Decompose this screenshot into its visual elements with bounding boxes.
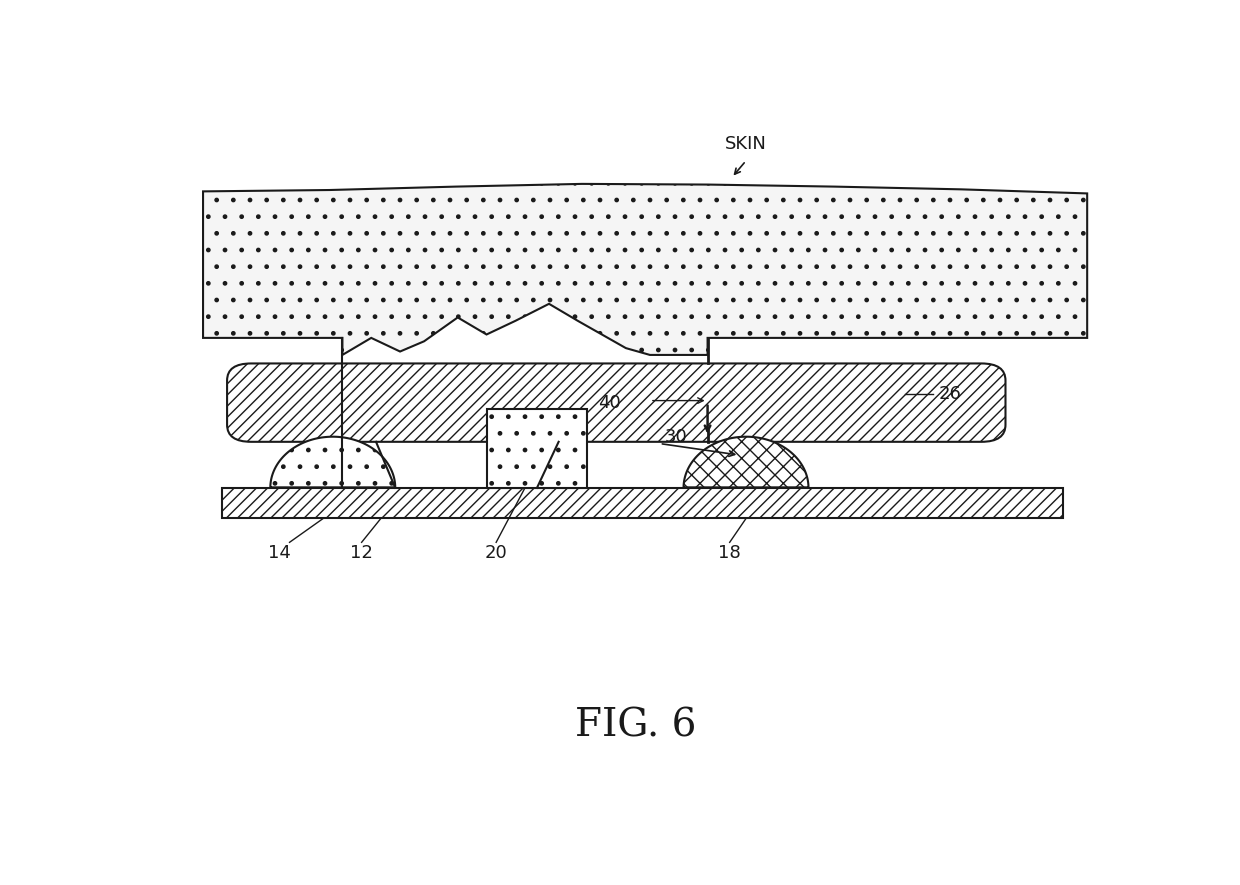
Text: 26: 26 (939, 385, 961, 403)
Text: FIG. 6: FIG. 6 (575, 708, 696, 745)
FancyBboxPatch shape (227, 364, 1006, 442)
Text: 40: 40 (599, 394, 621, 412)
Polygon shape (270, 436, 396, 488)
Polygon shape (683, 436, 808, 488)
Bar (222, 488, 1063, 519)
Text: 20: 20 (485, 543, 507, 562)
Text: 12: 12 (350, 543, 373, 562)
Polygon shape (203, 184, 1087, 355)
Text: 30: 30 (665, 427, 687, 446)
Bar (486, 410, 588, 488)
Text: 14: 14 (269, 543, 291, 562)
Text: SKIN: SKIN (725, 135, 768, 153)
Text: 18: 18 (718, 543, 742, 562)
